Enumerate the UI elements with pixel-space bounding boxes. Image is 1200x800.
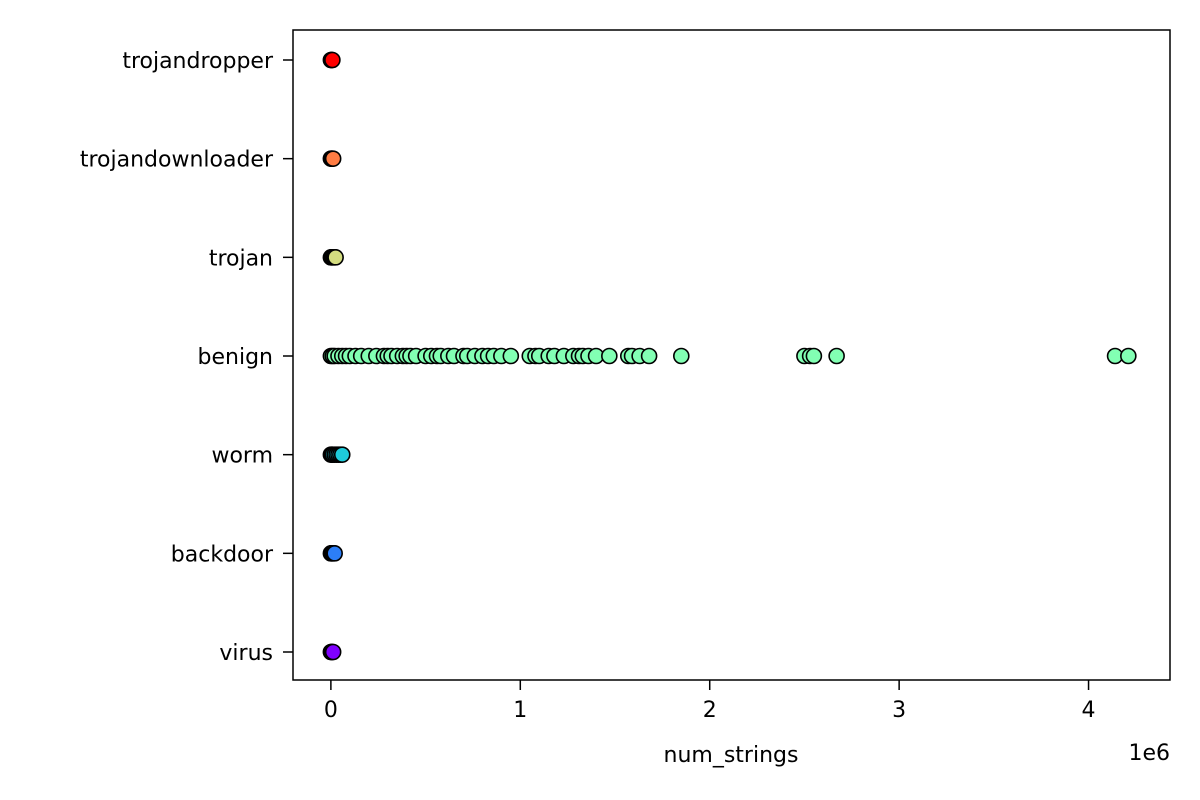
y-tick-label: trojan bbox=[209, 246, 273, 271]
y-tick-label: backdoor bbox=[171, 542, 274, 567]
y-tick-label: trojandownloader bbox=[80, 148, 274, 173]
x-tick-label: 1 bbox=[513, 698, 527, 723]
y-tick-label: worm bbox=[211, 444, 273, 469]
x-tick-label: 4 bbox=[1082, 698, 1096, 723]
data-point-virus bbox=[324, 643, 342, 661]
x-axis-label: num_strings bbox=[664, 743, 799, 768]
data-point-benign bbox=[828, 347, 845, 365]
data-point-trojan bbox=[327, 249, 344, 266]
data-point-benign bbox=[673, 347, 690, 365]
y-tick-label: trojandropper bbox=[122, 49, 274, 74]
data-point-backdoor bbox=[326, 545, 343, 562]
x-tick-label: 2 bbox=[703, 698, 717, 723]
y-tick-label: virus bbox=[219, 641, 273, 666]
data-point-benign bbox=[640, 347, 658, 365]
data-points bbox=[322, 51, 1137, 661]
x-tick-label: 3 bbox=[892, 698, 906, 723]
x-axis-offset-text: 1e6 bbox=[1128, 741, 1170, 766]
data-point-benign bbox=[601, 347, 618, 365]
data-point-benign bbox=[805, 347, 823, 365]
data-point-benign bbox=[502, 347, 520, 365]
data-point-trojandownloader bbox=[324, 150, 342, 167]
x-tick-label: 0 bbox=[324, 698, 338, 723]
plot-frame bbox=[292, 29, 1171, 681]
y-axis-ticks: virus backdoor worm benign trojan trojandownl… bbox=[80, 49, 293, 666]
y-tick-label: benign bbox=[198, 345, 273, 370]
x-axis-ticks: 0 1 2 3 4 bbox=[324, 680, 1096, 723]
data-point-trojandropper bbox=[324, 51, 341, 69]
data-point-worm bbox=[333, 446, 351, 463]
data-point-benign bbox=[1120, 347, 1137, 365]
